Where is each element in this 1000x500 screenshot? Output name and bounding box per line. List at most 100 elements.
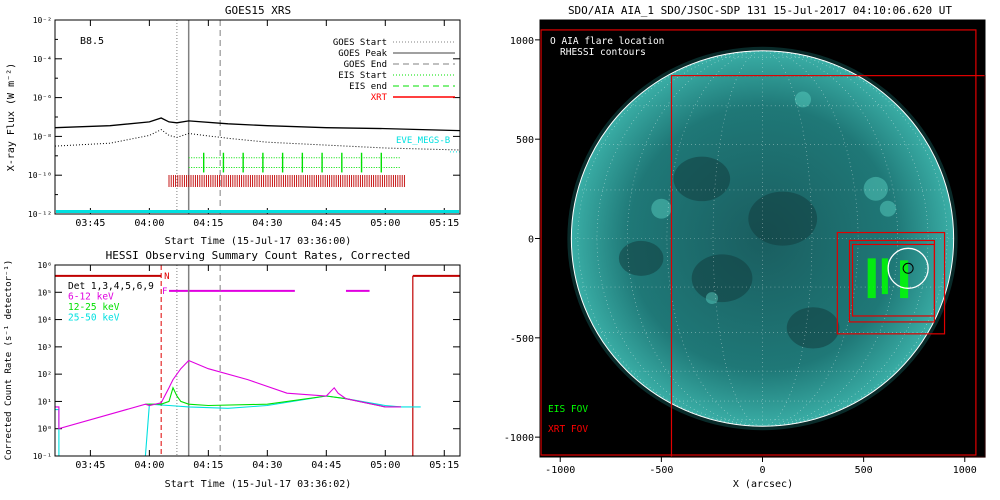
hessi-series-6-12-keV (55, 359, 401, 430)
goes-xtick-label: 04:15 (193, 218, 223, 229)
hessi-xtick-label: 05:15 (429, 460, 459, 471)
aia-xlabel: X (arcsec) (733, 479, 793, 490)
hessi-xtick-label: 05:00 (370, 460, 400, 471)
aia-xtick-label: 0 (759, 465, 765, 476)
aia-xtick-label: 500 (855, 465, 873, 476)
eis-fov-strip (867, 258, 876, 299)
goes-series-short (54, 129, 461, 151)
aia-image: -1000 -1000 -500 -500 0 0 500 500 1000 1000 O AIA … (504, 19, 986, 476)
rhessi-contour (902, 262, 914, 274)
hessi-legend-label: 12-25 keV (68, 302, 120, 313)
goes-legend-label: EIS Start (338, 71, 387, 81)
hessi-xtick-label: 04:15 (193, 460, 223, 471)
bright-region (794, 91, 812, 108)
goes-ytick-label: 10⁻⁶ (33, 94, 52, 103)
hessi-panel: HESSI Observing Summary Count Rates, Cor… (4, 249, 461, 490)
coronal-hole (618, 240, 664, 276)
hessi-title: HESSI Observing Summary Count Rates, Cor… (106, 249, 411, 262)
goes-xtick-label: 03:45 (75, 218, 105, 229)
aia-legend-top: RHESSI contours (560, 47, 646, 58)
aia-ytick-label: 0 (528, 235, 534, 246)
xrt-fov-box (540, 29, 977, 456)
aia-legend-top: O AIA flare location (550, 36, 664, 47)
goes-legend-label: GOES Start (333, 38, 387, 48)
hessi-ytick-label: 10² (38, 370, 52, 379)
hessi-ytick-label: 10⁶ (38, 261, 52, 270)
goes-frame (54, 19, 461, 215)
aia-xtick-label: -500 (649, 465, 673, 476)
goes-xtick-label: 04:00 (134, 218, 164, 229)
aia-title: SDO/AIA AIA_1 SDO/JSOC-SDP 131 15-Jul-20… (568, 4, 952, 17)
hessi-ytick-label: 10³ (38, 343, 52, 352)
goes-ytick-label: 10⁻¹⁰ (28, 171, 52, 180)
hessi-xtick-label: 04:45 (311, 460, 341, 471)
xrt-fov-box (836, 231, 946, 335)
hessi-ylabel: Corrected Count Rate (s⁻¹ detector⁻¹) (4, 260, 14, 460)
goes-plot-area: 10⁻² 10⁻⁴ 10⁻⁶ 10⁻⁸ 10⁻¹⁰ 10⁻¹² 03:45 04:00 04:1… (28, 16, 461, 229)
hessi-plot-area: 10⁶ 10⁵ 10⁴ 10³ 10² 10¹ 10⁰ 10⁻¹ 03:45 04:00 04:15… (33, 261, 460, 471)
goes-legend-label: GOES Peak (338, 49, 387, 59)
aia-ytick-label: -1000 (504, 433, 534, 444)
coronal-hole (691, 254, 753, 303)
goes-ytick-label: 10⁻¹² (28, 210, 52, 219)
eis-fov-strip (900, 260, 909, 299)
aia-panel: SDO/AIA AIA_1 SDO/JSOC-SDP 131 15-Jul-20… (504, 4, 986, 490)
goes-xlabel: Start Time (15-Jul-17 03:36:00) (165, 236, 352, 247)
goes-panel: GOES15 XRS 10⁻² 10⁻⁴ 10⁻⁶ 10⁻⁸ 10⁻¹⁰ 10⁻¹² 03:… (6, 4, 461, 247)
hessi-legend-label: 6-12 keV (68, 292, 114, 303)
goes-xtick-label: 05:15 (429, 218, 459, 229)
goes-xtick-label: 04:45 (311, 218, 341, 229)
bright-region (705, 292, 718, 305)
flare-label: F (162, 287, 167, 297)
goes-class-label: B8.5 (80, 36, 104, 47)
aia-ytick-label: 1000 (510, 36, 534, 47)
hessi-ytick-label: 10⁴ (38, 316, 52, 325)
coronal-hole (748, 191, 818, 246)
aia-ytick-label: -500 (510, 334, 534, 345)
aia-xtick-label: 1000 (953, 465, 977, 476)
eve-label: EVE_MEGS-B (396, 136, 450, 146)
hessi-legend-label: 25-50 keV (68, 313, 120, 324)
hessi-ytick-label: 10¹ (38, 397, 52, 406)
eis-fov-strip (881, 258, 888, 295)
flare-location-circle (887, 247, 929, 289)
bright-region (879, 200, 897, 217)
eve-bar (56, 210, 459, 213)
hessi-xtick-label: 03:45 (75, 460, 105, 471)
goes-ytick-label: 10⁻² (33, 16, 52, 25)
hessi-xtick-label: 04:00 (134, 460, 164, 471)
goes-legend-label: GOES End (344, 60, 387, 70)
hessi-ytick-label: 10⁵ (38, 288, 52, 297)
bright-region (863, 176, 888, 201)
night-label: N (164, 272, 169, 282)
longitude-line (712, 50, 763, 427)
goes-legend-label: EIS end (349, 82, 387, 92)
bright-region (651, 198, 672, 219)
longitude-line (627, 50, 763, 427)
hessi-xtick-label: 04:30 (252, 460, 282, 471)
hessi-xlabel: Start Time (15-Jul-17 03:36:02) (165, 479, 352, 490)
goes-ytick-label: 10⁻⁸ (33, 132, 52, 141)
goes-ytick-label: 10⁻⁴ (33, 55, 52, 64)
goes-title: GOES15 XRS (225, 4, 291, 17)
hessi-ytick-label: 10⁻¹ (33, 452, 52, 461)
goes-xtick-label: 04:30 (252, 218, 282, 229)
longitude-line (762, 50, 813, 427)
aia-legend-bottom: XRT FOV (548, 424, 588, 435)
aia-legend-bottom: EIS FOV (548, 404, 588, 415)
coronal-hole (673, 156, 731, 202)
hessi-frame (54, 264, 461, 457)
hessi-ytick-label: 10⁰ (38, 425, 52, 434)
goes-legend-label: XRT (371, 93, 388, 103)
goes-ylabel: X-ray Flux (W m⁻²) (6, 63, 17, 171)
aia-ytick-label: 500 (516, 135, 534, 146)
solar-limb (570, 50, 955, 427)
hessi-legend-label: Det 1,3,4,5,6,9 (68, 281, 154, 292)
aia-xtick-label: -1000 (545, 465, 575, 476)
xrt-fov-box (851, 243, 936, 317)
goes-series-long (54, 117, 461, 132)
goes-xtick-label: 05:00 (370, 218, 400, 229)
